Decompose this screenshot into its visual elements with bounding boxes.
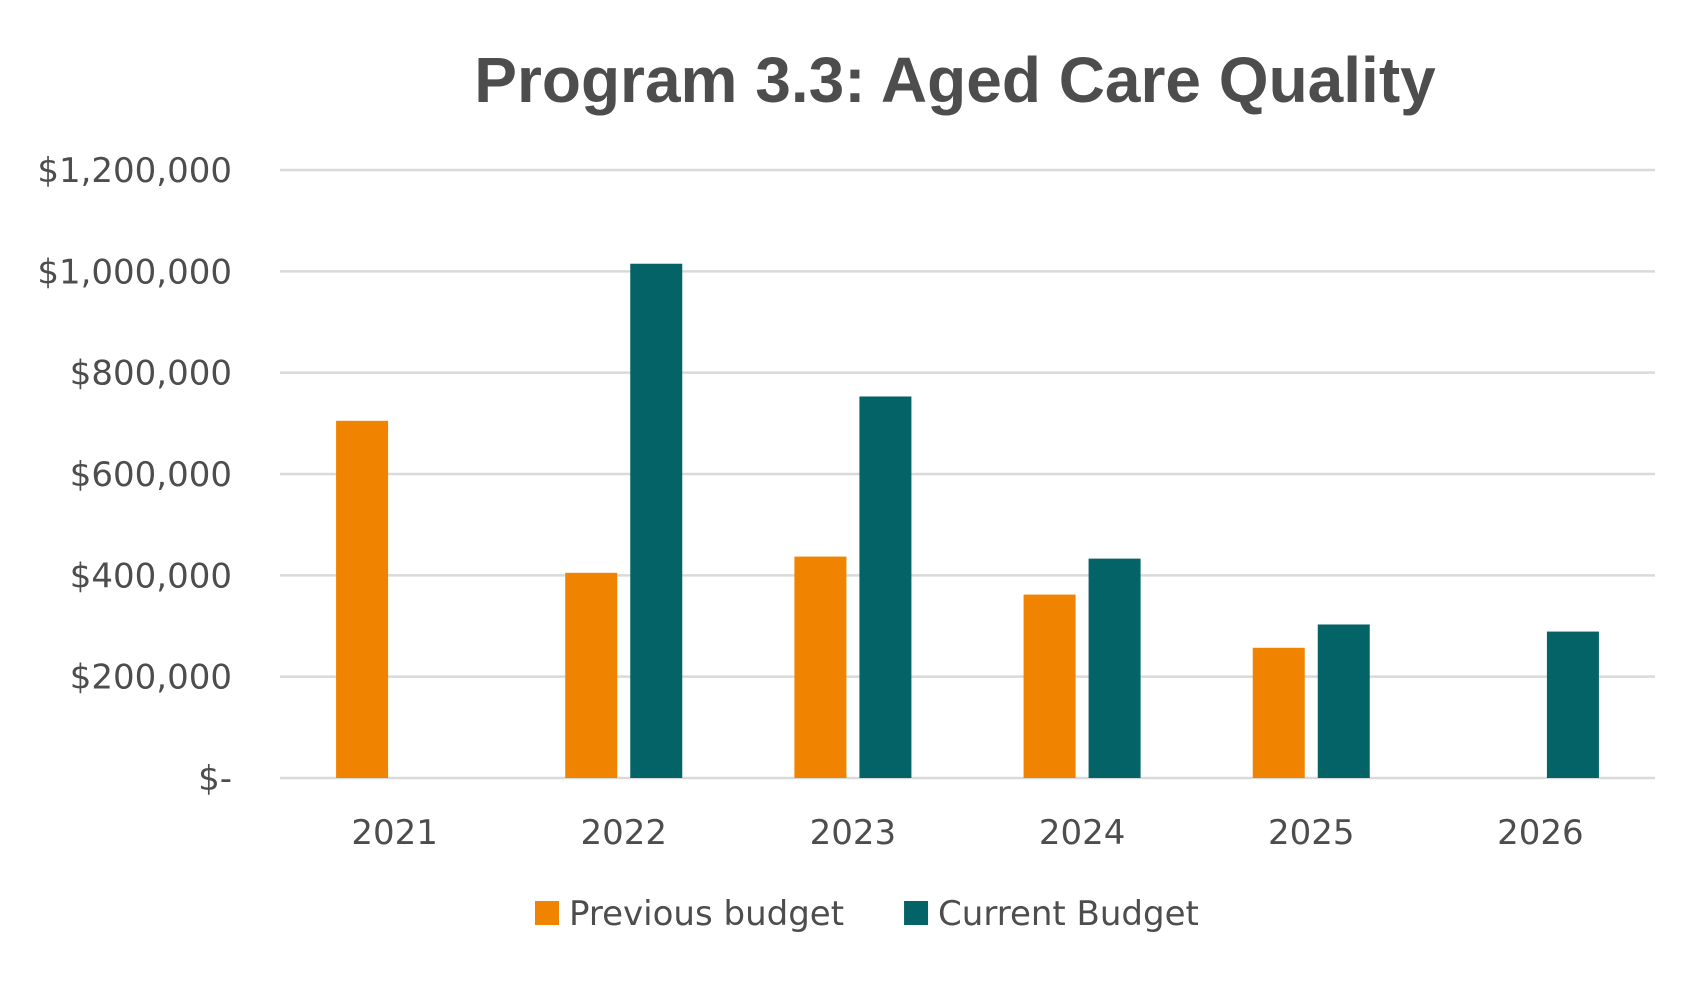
bar-previous-budget-2022 [565, 572, 618, 778]
bar-previous-budget-2023 [794, 556, 847, 778]
x-tick-label: 2024 [1039, 813, 1126, 853]
y-tick-label: $600,000 [70, 455, 232, 495]
y-tick-label: $1,200,000 [37, 151, 232, 191]
y-axis-tick-labels: $- $200,000 $400,000 $600,000 $800,000 $1,000… [37, 151, 232, 799]
legend-swatch-current-budget [904, 901, 929, 925]
bar-current-budget-2026 [1546, 631, 1599, 778]
x-tick-label: 2025 [1268, 813, 1355, 853]
x-tick-label: 2021 [351, 813, 438, 853]
x-tick-label: 2026 [1497, 813, 1584, 853]
y-tick-label: $400,000 [70, 556, 232, 596]
x-tick-label: 2023 [810, 813, 897, 853]
bar-current-budget-2024 [1088, 558, 1141, 778]
y-tick-label: $- [198, 759, 232, 799]
legend-label-previous-budget: Previous budget [569, 894, 844, 934]
y-tick-label: $800,000 [70, 354, 232, 394]
y-tick-label: $200,000 [70, 658, 232, 698]
bar-current-budget-2022 [630, 263, 683, 778]
bar-previous-budget-2024 [1023, 594, 1076, 778]
bar-previous-budget-2021 [336, 420, 389, 778]
gridlines [280, 168, 1655, 780]
bar-previous-budget-2025 [1252, 647, 1305, 778]
x-axis-tick-labels: 2021 2022 2023 2024 2025 2026 [351, 813, 1583, 853]
chart-title: Program 3.3: Aged Care Quality [474, 44, 1436, 116]
bar-current-budget-2025 [1317, 624, 1370, 778]
legend-swatch-previous-budget [535, 901, 559, 925]
y-tick-label: $1,000,000 [37, 252, 232, 292]
bars [336, 263, 1599, 778]
x-tick-label: 2022 [580, 813, 667, 853]
legend-label-current-budget: Current Budget [938, 894, 1199, 934]
bar-current-budget-2023 [859, 396, 912, 778]
legend: Previous budget Current Budget [535, 894, 1199, 934]
